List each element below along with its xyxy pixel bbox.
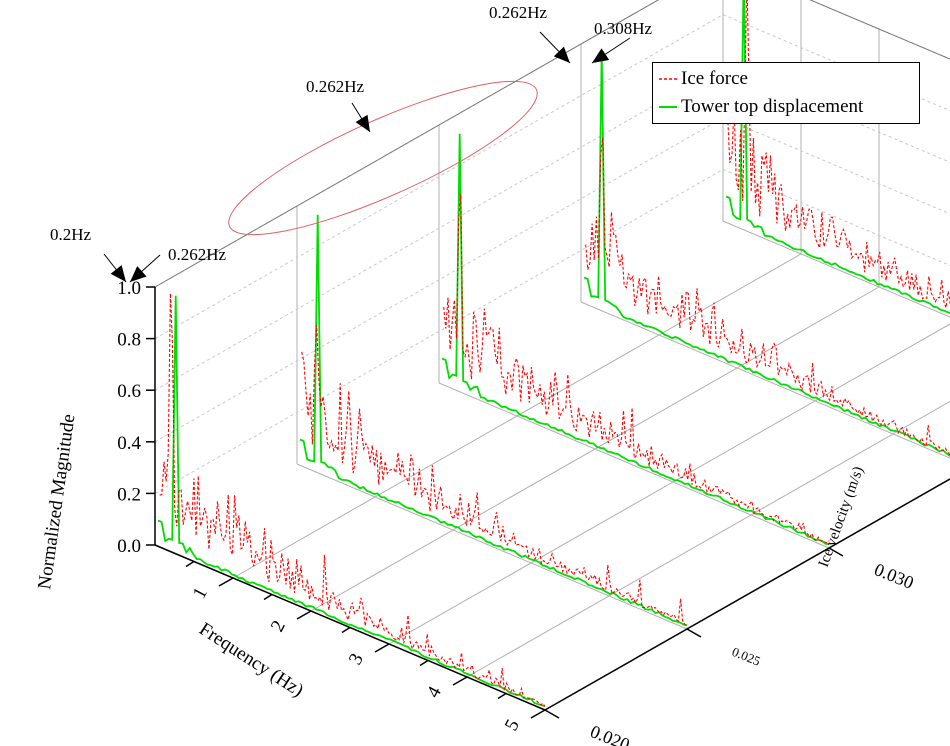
x-minor-tick-mark	[497, 692, 507, 700]
highlight-ellipse	[228, 80, 538, 236]
z-tick-label: 0.020	[588, 721, 633, 746]
series-line-ice-force	[443, 193, 830, 544]
y-tick-label: 0.0	[117, 536, 141, 557]
grid-line-floor-velocity	[580, 301, 950, 459]
x-tick-label: 1	[189, 584, 212, 602]
series-line-tower-top-displacement	[441, 133, 830, 545]
annotation-arrowhead	[355, 114, 370, 132]
grid-line-floor-frequency	[388, 323, 950, 645]
z-tick-mark	[828, 547, 844, 557]
series-layer	[157, 0, 950, 708]
grid-line-back-horizontal	[154, 65, 724, 391]
x-tick-label: 5	[501, 716, 524, 734]
legend-item-ice-force: Ice force	[681, 68, 748, 89]
grid-line-floor-frequency	[466, 400, 950, 678]
series-line-tower-top-displacement	[157, 295, 546, 708]
grid-line-floor-velocity	[296, 463, 688, 630]
y-tick-label: 0.2	[117, 484, 141, 505]
y-tick-label: 1.0	[117, 278, 141, 299]
y-tick-label: 0.4	[117, 433, 141, 454]
annotation-arrowhead	[592, 48, 610, 63]
x-tick-mark	[530, 709, 546, 719]
x-minor-tick-mark	[341, 626, 351, 634]
x-tick-mark	[296, 610, 312, 620]
z-axis-label: Ice velocity (m/s)	[816, 464, 867, 569]
annotation-label: 0.308Hz	[594, 19, 653, 38]
series-line-ice-force	[301, 325, 688, 628]
x-tick-mark	[374, 643, 390, 653]
legend-item-tower-top-displacement: Tower top displacement	[681, 96, 864, 117]
legend: Ice force Tower top displacement	[652, 62, 920, 124]
z-tick-label: 0.030	[872, 559, 917, 593]
box-edge-top-side	[809, 0, 950, 60]
series-line-ice-force	[727, 0, 950, 308]
z-tick-mark	[686, 628, 702, 638]
series-line-tower-top-displacement	[725, 0, 950, 315]
x-minor-tick-mark	[419, 659, 429, 667]
grid-line-back-horizontal	[154, 117, 724, 443]
x-minor-tick-mark	[263, 593, 273, 601]
x-axis-label: Frequency (Hz)	[195, 619, 307, 702]
annotation-layer: 0.2Hz 0.262Hz 0.262Hz 0.262Hz 0.308Hz	[50, 3, 653, 283]
annotation-label: 0.262Hz	[489, 3, 548, 22]
y-axis-label: Normalized Magnitude	[34, 413, 79, 591]
x-tick-mark	[452, 676, 468, 686]
annotation-arrowhead	[110, 265, 126, 282]
x-tick-mark	[218, 577, 234, 587]
series-line-tower-top-displacement	[299, 214, 688, 627]
x-tick-label: 3	[345, 650, 368, 668]
x-minor-tick-mark	[185, 560, 195, 568]
grid-line-floor-velocity	[438, 382, 830, 549]
grid-line-back-horizontal	[154, 168, 724, 494]
annotation-label: 0.262Hz	[168, 245, 227, 264]
grid-line-floor-velocity	[722, 220, 950, 318]
x-tick-label: 4	[423, 683, 446, 702]
series-line-tower-top-displacement	[583, 52, 950, 457]
y-tick-label: 0.6	[117, 381, 141, 402]
grid-line-side-horizontal	[722, 65, 950, 163]
y-tick-label: 0.8	[117, 330, 141, 351]
series-line-ice-force	[159, 293, 546, 707]
box-edge-top-back	[154, 0, 660, 288]
annotation-arrowhead	[553, 46, 570, 63]
grid-line-back-horizontal	[154, 14, 724, 340]
annotation-arrowhead	[130, 266, 147, 282]
grid-line-side-horizontal	[722, 117, 950, 215]
z-tick-label: 0.025	[730, 644, 763, 669]
x-tick-label: 2	[267, 617, 290, 635]
grid-line-side-horizontal	[722, 168, 950, 266]
y-axis: 0.0 0.2 0.4 0.6 0.8 1.0	[117, 278, 156, 557]
annotation-label: 0.2Hz	[50, 225, 92, 244]
legend-swatches	[659, 78, 677, 108]
z-tick-mark	[544, 709, 560, 719]
annotation-label: 0.262Hz	[306, 77, 365, 96]
series-line-ice-force	[585, 137, 950, 456]
